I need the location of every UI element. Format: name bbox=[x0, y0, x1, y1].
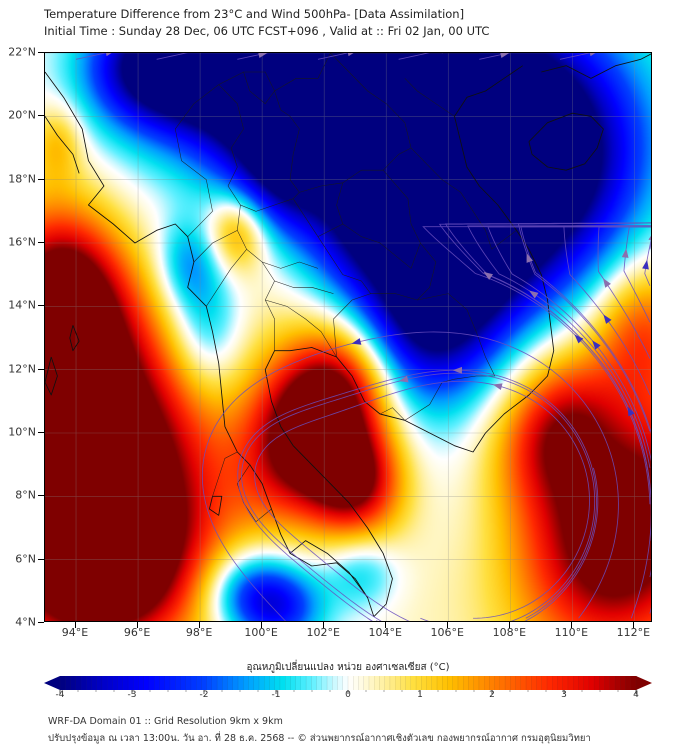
title-line-2: Initial Time : Sunday 28 Dec, 06 UTC FCS… bbox=[44, 24, 490, 38]
y-axis-tick bbox=[38, 52, 44, 53]
x-axis-tick bbox=[509, 622, 511, 628]
x-axis-label: 94°E bbox=[61, 626, 89, 639]
x-axis-tick bbox=[571, 622, 573, 628]
y-axis-tick bbox=[38, 242, 44, 243]
y-axis-label: 18°N bbox=[8, 172, 36, 186]
colorbar-tick-label: 2 bbox=[489, 690, 495, 700]
y-axis-label: 12°N bbox=[8, 362, 36, 376]
footer-line-1: WRF-DA Domain 01 :: Grid Resolution 9km … bbox=[48, 716, 283, 727]
colorbar-tick-label: -3 bbox=[127, 690, 137, 700]
y-axis-label: 6°N bbox=[15, 552, 36, 566]
footer-line-2: ปรับปรุงข้อมูล ณ เวลา 13:00น. วัน อา. ที… bbox=[48, 733, 591, 744]
y-axis-tick bbox=[38, 368, 44, 370]
y-axis-tick bbox=[38, 115, 44, 117]
colorbar-gradient bbox=[44, 676, 652, 694]
colorbar-tick-label: 1 bbox=[417, 690, 423, 700]
colorbar: อุณหภูมิเปลี่ยนแปลง หน่วย องศาเซลเซียส (… bbox=[44, 660, 652, 708]
x-axis-tick bbox=[385, 622, 387, 628]
colorbar-tick-label: 3 bbox=[561, 690, 567, 700]
colorbar-tick-label: 0 bbox=[345, 690, 351, 700]
title-line-1: Temperature Difference from 23°C and Win… bbox=[44, 7, 465, 21]
x-axis-label: 110°E bbox=[554, 626, 589, 639]
x-axis-tick bbox=[199, 622, 201, 628]
colorbar-tick-label: -2 bbox=[199, 690, 209, 700]
chart-title-block: Temperature Difference from 23°C and Win… bbox=[44, 6, 644, 40]
y-axis-label: 22°N bbox=[8, 45, 36, 59]
x-axis-tick bbox=[447, 622, 449, 628]
x-axis-label: 102°E bbox=[306, 626, 340, 639]
x-axis-label: 104°E bbox=[368, 626, 402, 639]
map-overlay bbox=[45, 53, 651, 621]
y-axis-tick bbox=[38, 178, 44, 180]
y-axis-label: 20°N bbox=[8, 108, 36, 122]
y-axis-label: 4°N bbox=[15, 615, 36, 629]
x-axis-tick bbox=[261, 622, 263, 628]
colorbar-tick-label: -4 bbox=[55, 690, 65, 700]
y-axis-tick bbox=[38, 622, 44, 623]
x-axis-label: 98°E bbox=[185, 626, 213, 639]
colorbar-tick-label: -1 bbox=[271, 690, 281, 700]
x-axis-tick bbox=[633, 622, 635, 628]
y-axis-tick bbox=[38, 558, 44, 560]
y-axis-label: 16°N bbox=[8, 235, 36, 249]
map-plot-area bbox=[44, 52, 652, 622]
x-axis-label: 100°E bbox=[244, 626, 278, 639]
x-axis-label: 112°E bbox=[616, 626, 651, 639]
x-axis-tick bbox=[137, 622, 139, 628]
x-axis-tick bbox=[75, 622, 77, 628]
x-axis-tick bbox=[323, 622, 325, 628]
colorbar-label: อุณหภูมิเปลี่ยนแปลง หน่วย องศาเซลเซียส (… bbox=[246, 662, 450, 673]
y-axis-label: 8°N bbox=[15, 488, 36, 502]
y-axis-tick bbox=[38, 495, 44, 497]
y-axis-label: 10°N bbox=[8, 425, 36, 439]
y-axis-tick bbox=[38, 305, 44, 307]
y-axis-tick bbox=[38, 432, 44, 433]
x-axis-label: 108°E bbox=[492, 626, 527, 639]
colorbar-tick-label: 4 bbox=[633, 690, 639, 700]
x-axis-label: 96°E bbox=[123, 626, 151, 639]
y-axis-label: 14°N bbox=[8, 298, 36, 312]
temperature-field-canvas bbox=[45, 53, 651, 621]
x-axis-label: 106°E bbox=[430, 626, 464, 639]
